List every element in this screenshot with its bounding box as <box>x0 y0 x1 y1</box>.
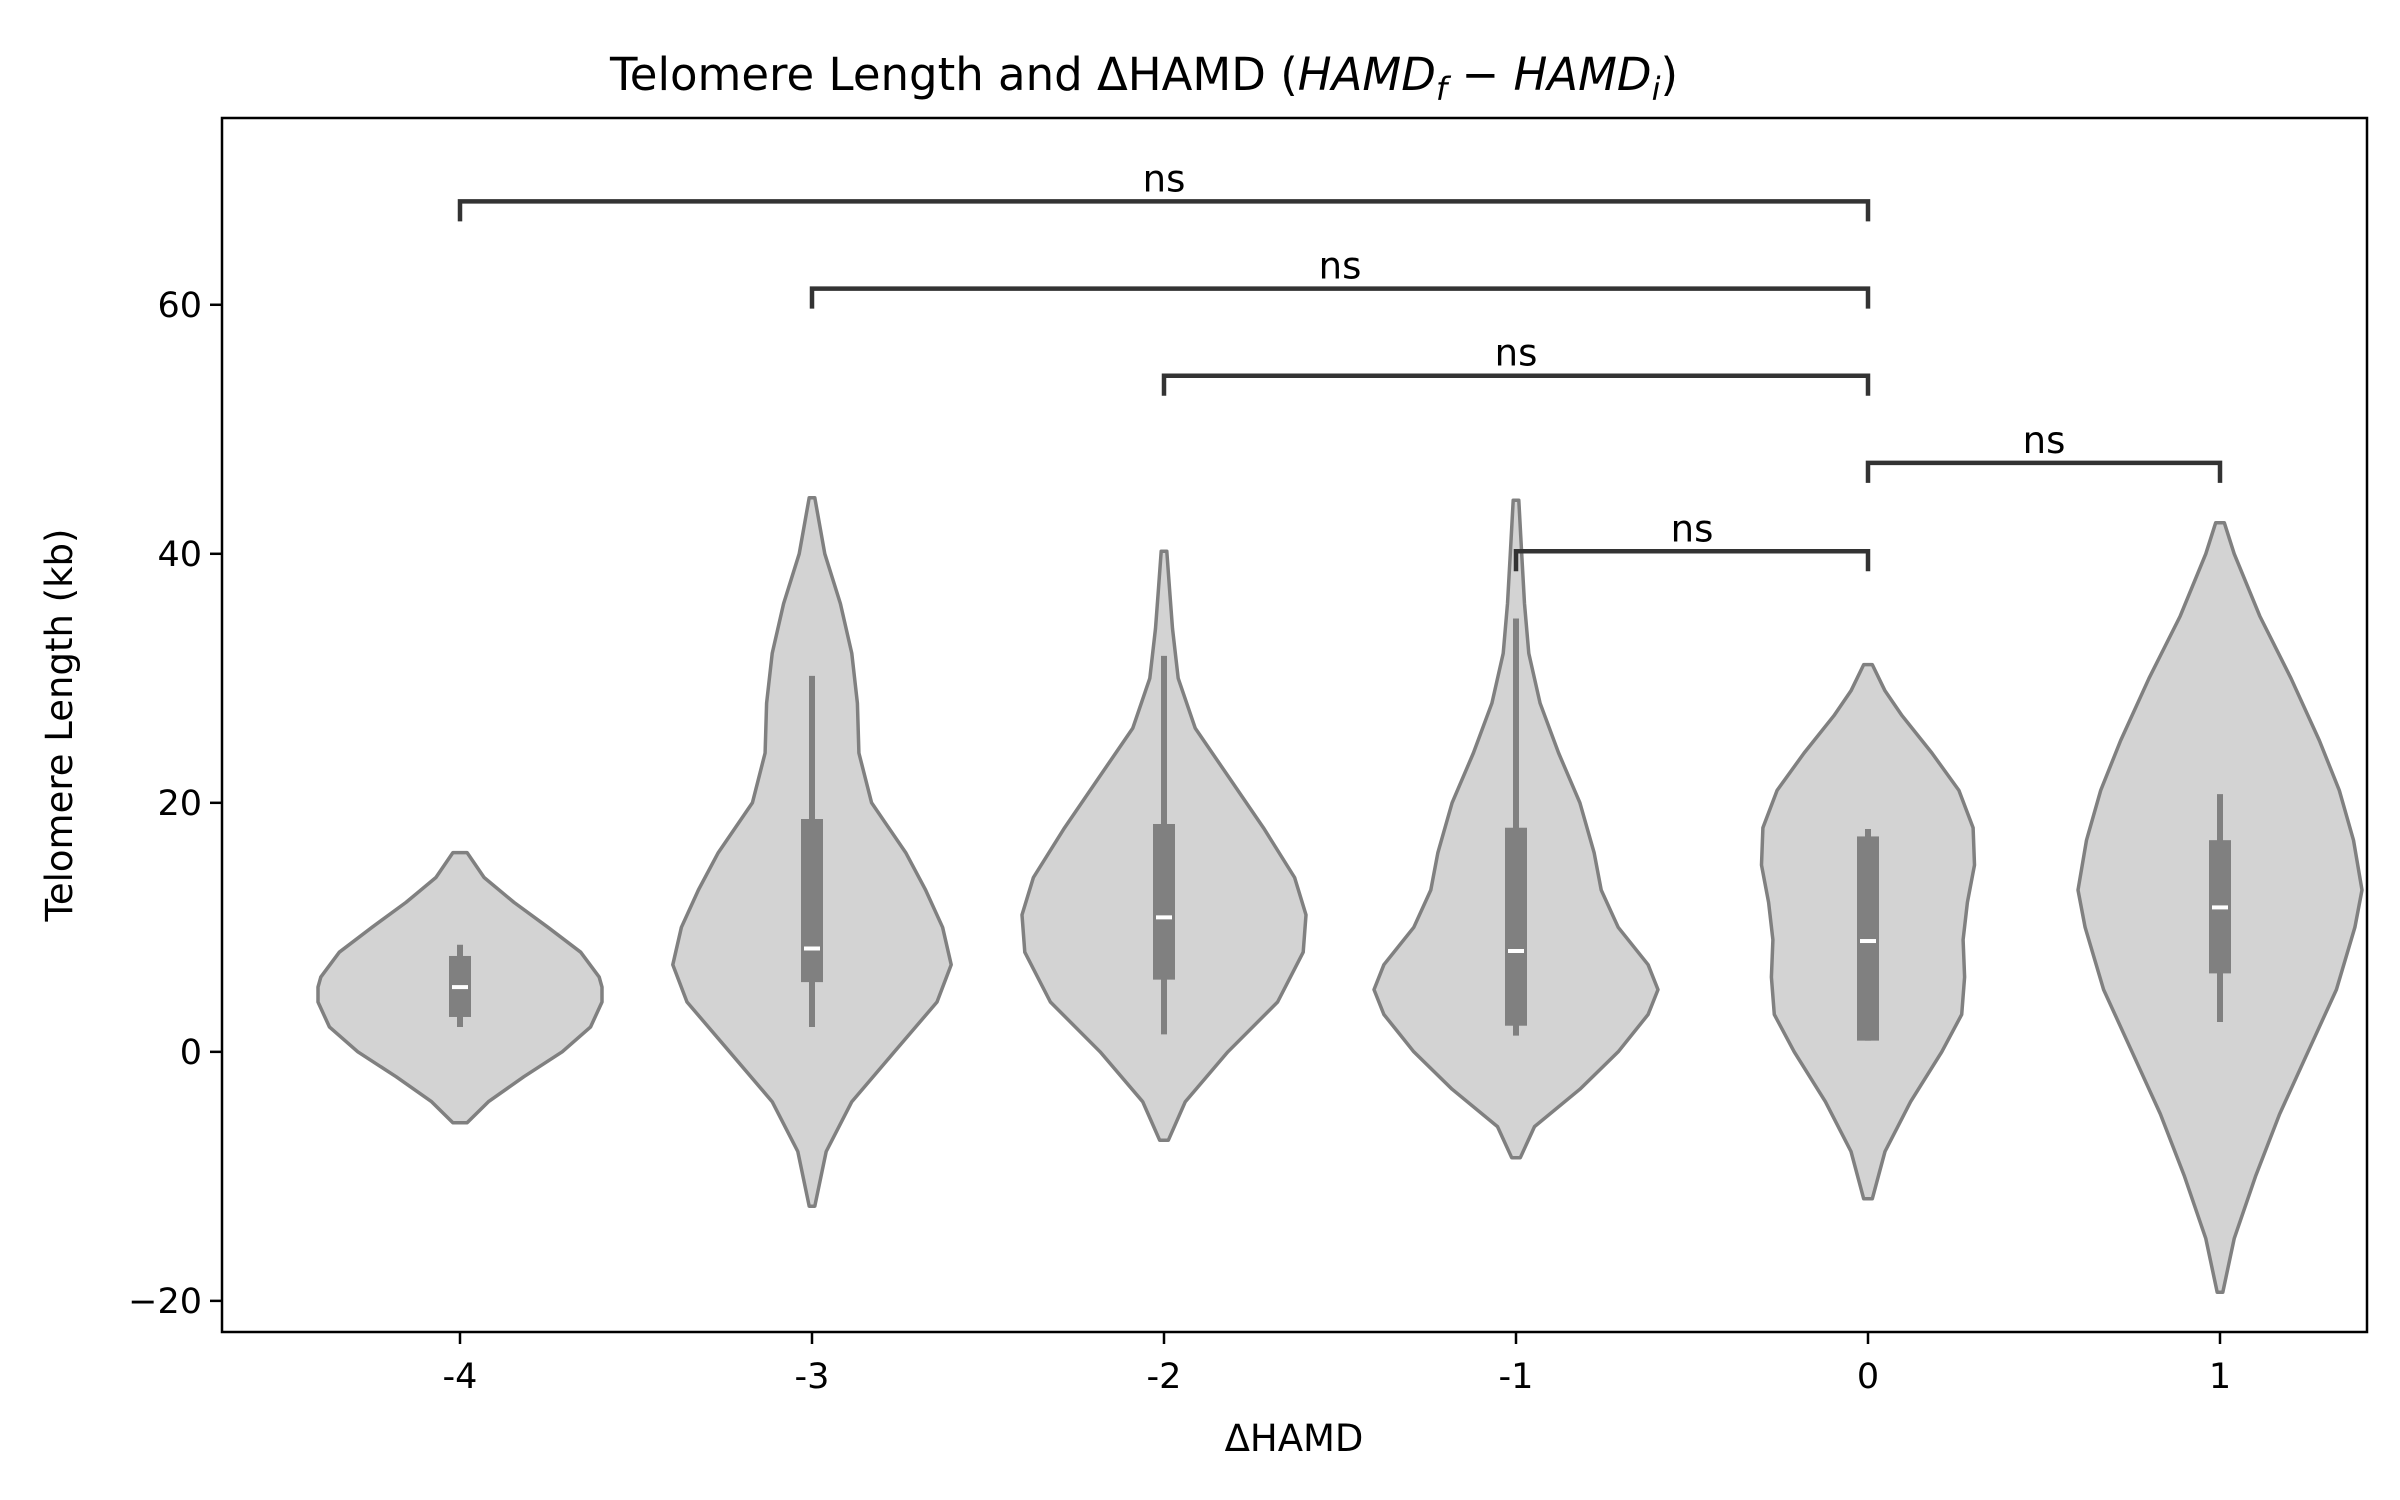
significance-bracket <box>1513 549 1871 572</box>
y-tick-label: 0 <box>180 1033 202 1073</box>
plot-area: ns ns ns ns ns <box>316 157 2364 1294</box>
x-tick-label: -4 <box>443 1357 478 1397</box>
iqr-box-0 <box>1857 836 1879 1041</box>
significance-bracket <box>809 286 1871 309</box>
significance-label: ns <box>2023 419 2066 462</box>
significance-label: ns <box>1671 507 1714 550</box>
x-tick-label: -2 <box>1147 1357 1182 1397</box>
chart-title: Telomere Length and ΔHAMD (HAMDf − HAMDi… <box>609 48 1678 108</box>
significance-label: ns <box>1143 157 1186 200</box>
axes-frame <box>220 116 2369 1334</box>
x-tick-label: 0 <box>1857 1357 1879 1397</box>
significance-label: ns <box>1495 332 1538 375</box>
significance-bracket <box>457 199 1871 222</box>
y-tick-label: −20 <box>128 1282 202 1322</box>
y-axis-label: Telomere Length (kb) <box>38 529 81 923</box>
axes: −20 0 20 40 60 -4 -3 -2 -1 0 1 <box>128 286 2231 1397</box>
significance-bracket <box>1865 460 2223 483</box>
y-tick-label: 60 <box>157 286 202 326</box>
x-tick-label: -3 <box>795 1357 830 1397</box>
significance-bracket <box>1161 373 1871 396</box>
iqr-box--3 <box>801 819 823 983</box>
x-tick-label: 1 <box>2209 1357 2231 1397</box>
y-tick-label: 20 <box>157 784 202 824</box>
iqr-box--1 <box>1505 827 1527 1026</box>
iqr-box--2 <box>1153 823 1175 980</box>
y-tick-label: 40 <box>157 535 202 575</box>
x-axis-label: ΔHAMD <box>1225 1417 1364 1460</box>
x-tick-label: -1 <box>1499 1357 1534 1397</box>
significance-label: ns <box>1319 245 1362 288</box>
